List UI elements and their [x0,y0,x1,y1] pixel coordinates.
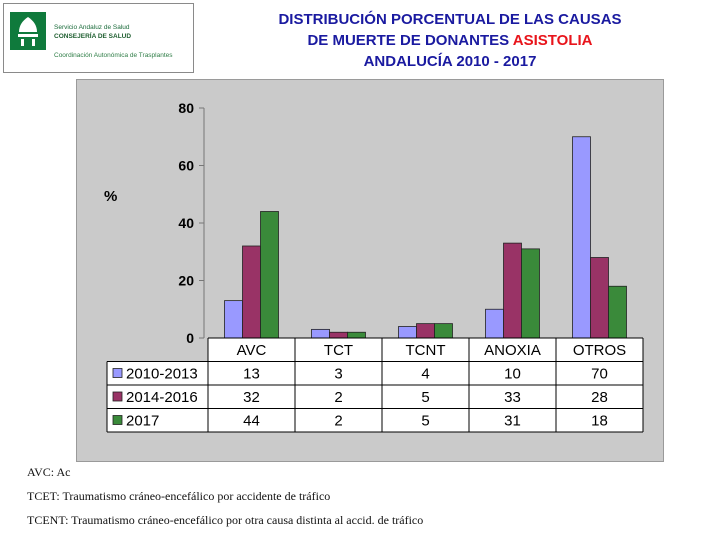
x-tick-label: OTROS [573,342,626,359]
logo-line-servicio: Servicio Andaluz de Salud [54,24,130,31]
legend-label: 2010-2013 [126,366,198,383]
data-table-value: 4 [421,366,429,383]
bar [347,331,366,339]
bar-chart: 0 20 40 60 80% AVC TCT TCNT ANOXIA OTROS 2010-2013… [104,100,644,433]
bar [311,328,330,339]
bar [260,211,279,339]
bar [608,285,627,339]
legend-label: 2017 [126,413,159,430]
bar [590,257,609,339]
chart-title: DISTRIBUCIÓN PORCENTUAL DE LAS CAUSAS DE… [200,9,700,72]
legend-label: 2014-2016 [126,389,198,406]
legend-swatch [112,415,123,425]
title-line-1: DISTRIBUCIÓN PORCENTUAL DE LAS CAUSAS [278,11,622,28]
x-tick-label: TCNT [406,342,446,359]
bar [521,248,540,339]
title-line-3: ANDALUCÍA 2010 - 2017 [363,53,537,70]
legend-swatch [112,391,123,402]
title-line-2-prefix: DE MUERTE DE DONANTES [307,32,510,49]
bar [485,308,504,339]
data-table-value: 18 [591,413,608,430]
title-highlight: ASISTOLIA [512,32,593,49]
data-table-value: 44 [243,413,260,430]
data-table-value: 32 [243,389,260,406]
logo-box: Servicio Andaluz de Salud CONSEJERÍA DE … [3,3,194,73]
y-tick-label: 20 [178,273,194,289]
junta-andalucia-logo [10,12,46,50]
footnote-tcent: TCENT: Traumatismo cráneo-encefálico por… [27,513,424,527]
y-tick-label: 80 [178,100,194,116]
bar [434,323,453,339]
data-table-value: 70 [591,366,608,383]
bar [503,242,522,339]
footnote-tcet: TCET: Traumatismo cráneo-encefálico por … [27,489,331,503]
footnote-avc: AVC: Ac [27,465,71,479]
data-table-value: 2 [334,413,342,430]
bar [242,245,261,339]
data-table-value: 10 [504,366,521,383]
logo-line-coordinacion: Coordinación Autonómica de Trasplantes [54,52,173,59]
bar [416,323,435,339]
data-table-value: 33 [504,389,521,406]
logo-line-consejeria: CONSEJERÍA DE SALUD [54,33,132,40]
y-tick-label: 40 [178,215,194,231]
bar [572,136,591,339]
x-tick-label: ANOXIA [484,342,541,359]
x-tick-label: AVC [237,342,267,359]
data-table-value: 13 [243,366,260,383]
x-tick-label: TCT [324,342,353,359]
data-table-value: 5 [421,389,429,406]
data-table-value: 2 [334,389,342,406]
data-table-value: 5 [421,413,429,430]
data-table-value: 3 [334,366,342,383]
bar [329,331,348,339]
data-table-value: 28 [591,389,608,406]
chart-frame: 0 20 40 60 80% AVC TCT TCNT ANOXIA OTROS 2010-2013… [76,79,664,462]
title-line-2: DE MUERTE DE DONANTES ASISTOLIA [200,30,700,51]
legend-swatch [112,368,123,378]
y-axis-label: % [104,188,117,205]
bar [398,326,417,339]
table-body-bg [107,361,643,432]
table-header-bg [208,338,643,362]
y-tick-label: 60 [178,158,194,174]
data-table-value: 31 [504,413,521,430]
bar [224,300,243,339]
y-tick-label: 0 [186,330,194,346]
